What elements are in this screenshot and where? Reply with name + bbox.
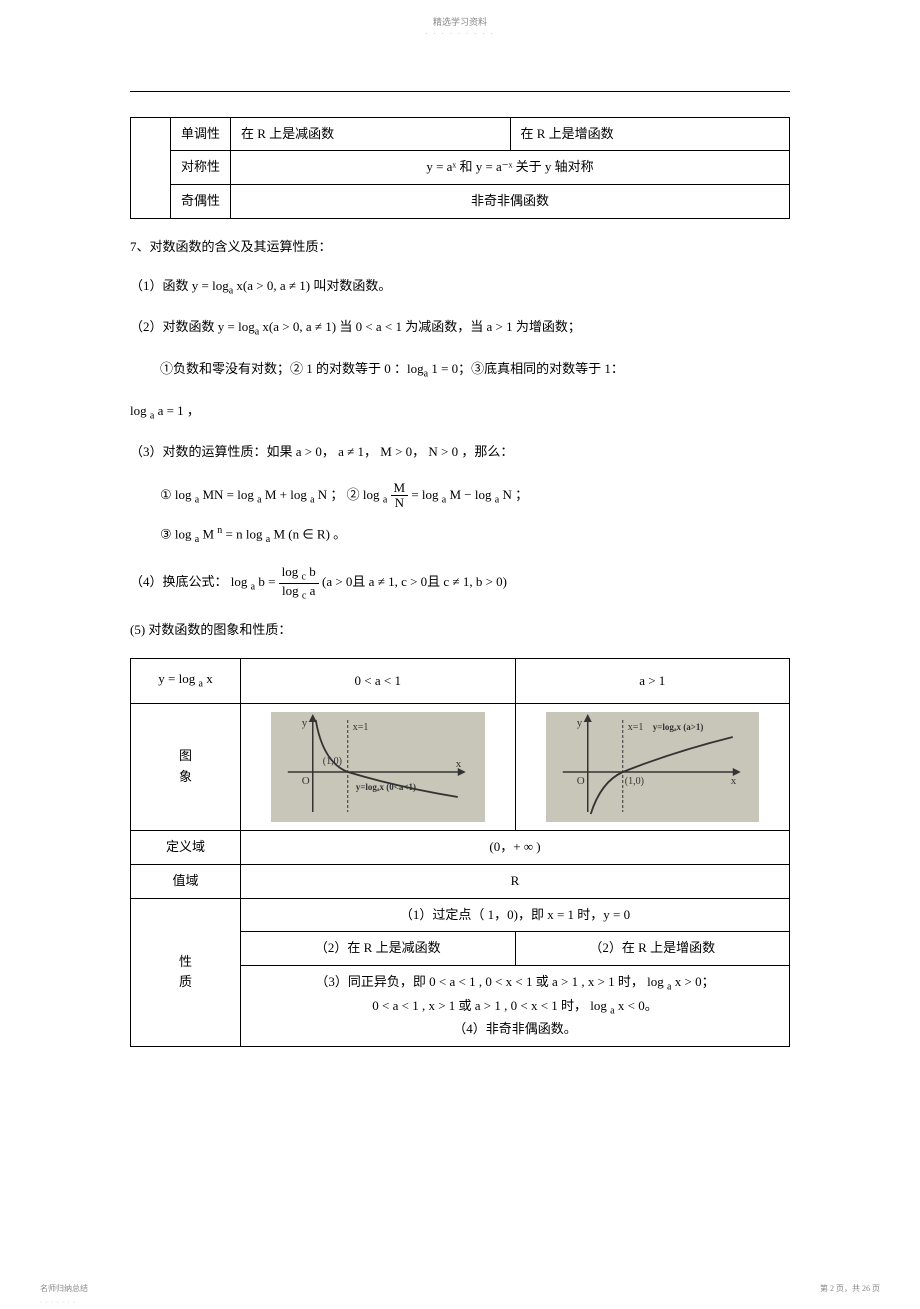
text: b xyxy=(306,564,316,579)
text: N ； ② log xyxy=(315,487,383,502)
svg-text:y=logₐx (a>1): y=logₐx (a>1) xyxy=(652,722,703,732)
text: M − log xyxy=(446,487,495,502)
cell-monotone-dec: 在 R 上是减函数 xyxy=(231,117,511,151)
text: （1）函数 y = log xyxy=(130,278,229,293)
cell-symmetry-label: 对称性 xyxy=(171,151,231,185)
text: x > 0； xyxy=(672,974,715,989)
cell-prop-2b: （2）在 R 上是增函数 xyxy=(515,932,790,966)
cell-prop-label: 性 质 xyxy=(131,898,241,1047)
text: log xyxy=(282,583,302,598)
log-graph-increasing: y x=1 y=logₐx (a>1) O (1,0) x xyxy=(546,712,760,822)
text: （4）非奇非偶函数。 xyxy=(453,1021,577,1036)
text: ①负数和零没有对数；② 1 的对数等于 0 ：log xyxy=(160,361,424,376)
cell-prop-3: （3）同正异负，即 0 < a < 1 , 0 < x < 1 或 a > 1 … xyxy=(241,966,790,1047)
text: （3）同正异负，即 0 < a < 1 , 0 < x < 1 或 a > 1 … xyxy=(315,974,667,989)
svg-text:x=1: x=1 xyxy=(353,722,369,733)
text: y = log xyxy=(158,671,198,686)
cell-graph-label: 图 象 xyxy=(131,704,241,831)
header-dots: · · · · · · · · · xyxy=(0,29,920,40)
para-4: （4）换底公式： log a b = log c b log c a (a > … xyxy=(130,565,790,601)
text: b = xyxy=(255,575,279,590)
text: x xyxy=(203,671,213,686)
text: 0 < a < 1 , x > 1 或 a > 1 , 0 < x < 1 时，… xyxy=(372,998,610,1013)
text: x(a > 0, a ≠ 1) 叫对数函数。 xyxy=(233,278,391,293)
para-1: （1）函数 y = loga x(a > 0, a ≠ 1) 叫对数函数。 xyxy=(130,276,790,300)
denominator: N xyxy=(391,496,409,510)
svg-text:O: O xyxy=(576,775,584,787)
para-3a: ① log a MN = log a M + log a N ； ② log a… xyxy=(130,481,790,511)
text: x(a > 0, a ≠ 1) 当 0 < a < 1 为减函数，当 a > 1… xyxy=(259,319,581,334)
text: N ； xyxy=(499,487,528,502)
text: = n log xyxy=(222,526,265,541)
cell-monotone-inc: 在 R 上是增函数 xyxy=(510,117,790,151)
denominator: log c a xyxy=(279,584,319,602)
svg-text:y: y xyxy=(576,717,582,729)
cell-domain-label: 定义域 xyxy=(131,831,241,865)
text: log xyxy=(282,564,302,579)
numerator: log c b xyxy=(279,565,319,584)
section-7-title: 7、对数函数的含义及其运算性质： xyxy=(130,237,790,258)
para-2c: log a a = 1 ， xyxy=(130,401,790,425)
text: M xyxy=(199,526,217,541)
text: M (n ∈ R) 。 xyxy=(270,526,346,541)
text: （4）换底公式： log xyxy=(130,575,251,590)
para-3b: ③ log a M n = n log a M (n ∈ R) 。 xyxy=(130,523,790,548)
footer-right: 第 2 页，共 26 页 xyxy=(820,1283,880,1296)
cell-prop-1: （1）过定点（ 1，0)，即 x = 1 时，y = 0 xyxy=(241,898,790,932)
para-3: （3）对数的运算性质：如果 a > 0， a ≠ 1， M > 0， N > 0… xyxy=(130,442,790,463)
text: (a > 0且 a ≠ 1, c > 0且 c ≠ 1, b > 0) xyxy=(322,575,507,590)
fraction: MN xyxy=(391,481,409,511)
numerator: M xyxy=(391,481,409,496)
fraction: log c b log c a xyxy=(279,565,319,601)
svg-text:x=1: x=1 xyxy=(627,722,643,733)
log-graph-decreasing: y x=1 (1,0) O x y=logₐx (0<a<1) xyxy=(271,712,485,822)
footer-left: 名师归纳总结 · · · · · · · xyxy=(40,1283,88,1309)
exp-properties-table: 单调性 在 R 上是减函数 在 R 上是增函数 对称性 y = aˣ 和 y =… xyxy=(130,117,790,219)
graph-1-container: y x=1 (1,0) O x y=logₐx (0<a<1) xyxy=(271,712,485,822)
cell-range-2: a > 1 xyxy=(515,659,790,704)
text: a xyxy=(306,583,315,598)
cell-prop-2a: （2）在 R 上是减函数 xyxy=(241,932,516,966)
cell-parity-val: 非奇非偶函数 xyxy=(231,185,790,219)
cell-graph-2: y x=1 y=logₐx (a>1) O (1,0) x xyxy=(515,704,790,831)
text: ③ log xyxy=(160,526,195,541)
cell-graph-1: y x=1 (1,0) O x y=logₐx (0<a<1) xyxy=(241,704,516,831)
top-rule xyxy=(130,91,790,92)
text: MN = log xyxy=(199,487,257,502)
svg-text:y: y xyxy=(302,717,308,729)
log-properties-table: y = log a x 0 < a < 1 a > 1 图 象 y x= xyxy=(130,658,790,1047)
cell-range-val: R xyxy=(241,864,790,898)
text: （2）对数函数 y = log xyxy=(130,319,255,334)
cell-parity-label: 奇偶性 xyxy=(171,185,231,219)
text: M + log xyxy=(262,487,311,502)
header-title: 精选学习资料 xyxy=(0,0,920,29)
footer-left-text: 名师归纳总结 xyxy=(40,1284,88,1293)
svg-text:y=logₐx (0<a<1): y=logₐx (0<a<1) xyxy=(356,782,416,792)
svg-text:O: O xyxy=(302,775,310,787)
cell-range-1: 0 < a < 1 xyxy=(241,659,516,704)
text: = log xyxy=(411,487,441,502)
text: log xyxy=(130,403,150,418)
cell-domain-val: (0，+ ∞ ) xyxy=(241,831,790,865)
cell-symmetry-val: y = aˣ 和 y = a⁻ˣ 关于 y 轴对称 xyxy=(231,151,790,185)
svg-text:x: x xyxy=(456,758,462,770)
cell-formula: y = log a x xyxy=(131,659,241,704)
graph-2-container: y x=1 y=logₐx (a>1) O (1,0) x xyxy=(546,712,760,822)
text: 1 = 0；③底真相同的对数等于 1： xyxy=(428,361,624,376)
cell-monotone-label: 单调性 xyxy=(171,117,231,151)
svg-text:(1,0): (1,0) xyxy=(624,776,643,787)
cell-range-label: 值域 xyxy=(131,864,241,898)
para-2b: ①负数和零没有对数；② 1 的对数等于 0 ：loga 1 = 0；③底真相同的… xyxy=(130,359,790,383)
text: x < 0。 xyxy=(615,998,658,1013)
text: a = 1 ， xyxy=(154,403,200,418)
sub: a xyxy=(383,494,387,505)
main-content: 单调性 在 R 上是减函数 在 R 上是增函数 对称性 y = aˣ 和 y =… xyxy=(0,41,920,1068)
svg-text:(1,0): (1,0) xyxy=(323,756,342,767)
para-2: （2）对数函数 y = loga x(a > 0, a ≠ 1) 当 0 < a… xyxy=(130,317,790,341)
svg-text:x: x xyxy=(730,775,736,787)
text: ① log xyxy=(160,487,195,502)
para-5: (5) 对数函数的图象和性质： xyxy=(130,620,790,641)
